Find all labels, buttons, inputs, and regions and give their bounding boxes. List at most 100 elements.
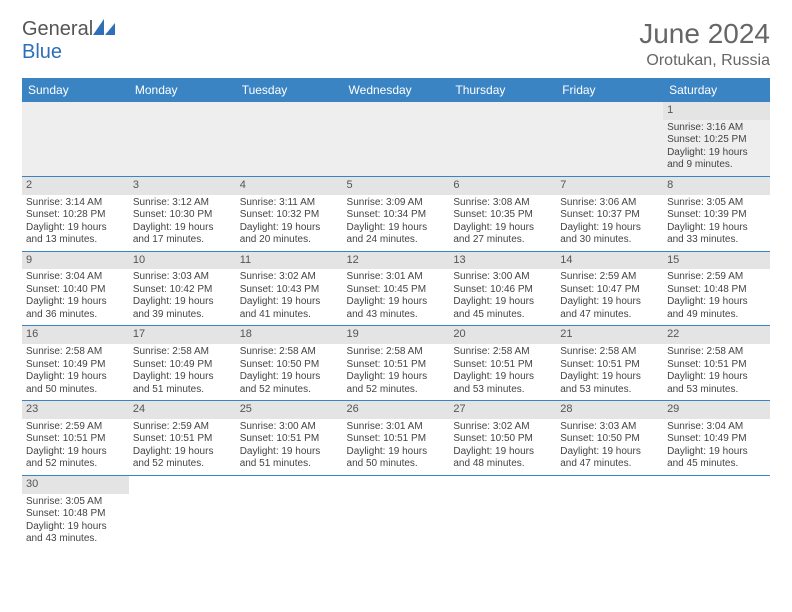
daylight-line: and 47 minutes. [560,309,659,322]
day-header: Saturday [663,78,770,102]
sunrise-line: Sunrise: 2:59 AM [667,271,766,284]
day-header: Sunday [22,78,129,102]
sunset-line: Sunset: 10:25 PM [667,134,766,147]
daylight-line: Daylight: 19 hours [347,222,446,235]
calendar-cell [556,102,663,176]
daylight-line: Daylight: 19 hours [453,296,552,309]
day-number: 15 [663,252,770,270]
daylight-line: Daylight: 19 hours [667,296,766,309]
calendar-week-row: 2Sunrise: 3:14 AMSunset: 10:28 PMDayligh… [22,176,770,251]
title-block: June 2024 Orotukan, Russia [639,18,770,70]
sunrise-line: Sunrise: 3:08 AM [453,197,552,210]
calendar-cell [236,475,343,549]
sunset-line: Sunset: 10:30 PM [133,209,232,222]
daylight-line: and 52 minutes. [347,384,446,397]
daylight-line: and 53 minutes. [453,384,552,397]
sunrise-line: Sunrise: 2:59 AM [560,271,659,284]
sunset-line: Sunset: 10:50 PM [453,433,552,446]
calendar-cell: 3Sunrise: 3:12 AMSunset: 10:30 PMDayligh… [129,176,236,251]
calendar-cell: 12Sunrise: 3:01 AMSunset: 10:45 PMDaylig… [343,251,450,326]
daylight-line: Daylight: 19 hours [26,521,125,534]
calendar-cell: 16Sunrise: 2:58 AMSunset: 10:49 PMDaylig… [22,326,129,401]
calendar-cell: 15Sunrise: 2:59 AMSunset: 10:48 PMDaylig… [663,251,770,326]
calendar-cell [129,102,236,176]
day-number: 16 [22,326,129,344]
day-number: 11 [236,252,343,270]
sunset-line: Sunset: 10:39 PM [667,209,766,222]
sunset-line: Sunset: 10:51 PM [133,433,232,446]
daylight-line: Daylight: 19 hours [26,296,125,309]
page-header: GeneralBlue June 2024 Orotukan, Russia [22,18,770,70]
daylight-line: and 39 minutes. [133,309,232,322]
daylight-line: Daylight: 19 hours [667,147,766,160]
calendar-cell [236,102,343,176]
sunrise-line: Sunrise: 3:04 AM [26,271,125,284]
day-number: 26 [343,401,450,419]
calendar-cell: 4Sunrise: 3:11 AMSunset: 10:32 PMDayligh… [236,176,343,251]
calendar-cell [449,475,556,549]
sunrise-line: Sunrise: 3:01 AM [347,421,446,434]
daylight-line: and 45 minutes. [667,458,766,471]
title-month: June 2024 [639,18,770,50]
day-number: 9 [22,252,129,270]
daylight-line: Daylight: 19 hours [133,371,232,384]
sunrise-line: Sunrise: 3:16 AM [667,122,766,135]
day-header: Tuesday [236,78,343,102]
calendar-cell [663,475,770,549]
calendar-week-row: 1 Sunrise: 3:16 AMSunset: 10:25 PMDayligh… [22,102,770,176]
sunset-line: Sunset: 10:51 PM [240,433,339,446]
daylight-line: Daylight: 19 hours [667,446,766,459]
daylight-line: Daylight: 19 hours [240,371,339,384]
calendar-cell: 25Sunrise: 3:00 AMSunset: 10:51 PMDaylig… [236,401,343,476]
day-number: 1 [663,102,770,120]
daylight-line: Daylight: 19 hours [560,371,659,384]
calendar-cell: 9Sunrise: 3:04 AMSunset: 10:40 PMDayligh… [22,251,129,326]
sunrise-line: Sunrise: 2:58 AM [133,346,232,359]
sunrise-line: Sunrise: 3:01 AM [347,271,446,284]
calendar-week-row: 9Sunrise: 3:04 AMSunset: 10:40 PMDayligh… [22,251,770,326]
day-number: 10 [129,252,236,270]
calendar-cell: 14Sunrise: 2:59 AMSunset: 10:47 PMDaylig… [556,251,663,326]
calendar-cell [449,102,556,176]
sunset-line: Sunset: 10:45 PM [347,284,446,297]
calendar-cell: 22Sunrise: 2:58 AMSunset: 10:51 PMDaylig… [663,326,770,401]
sunrise-line: Sunrise: 2:59 AM [133,421,232,434]
calendar-cell: 5Sunrise: 3:09 AMSunset: 10:34 PMDayligh… [343,176,450,251]
day-number: 3 [129,177,236,195]
sunrise-line: Sunrise: 2:58 AM [26,346,125,359]
daylight-line: and 51 minutes. [133,384,232,397]
calendar-cell: 7Sunrise: 3:06 AMSunset: 10:37 PMDayligh… [556,176,663,251]
sunrise-line: Sunrise: 3:00 AM [453,271,552,284]
calendar-table: Sunday Monday Tuesday Wednesday Thursday… [22,78,770,550]
day-number: 27 [449,401,556,419]
day-number: 20 [449,326,556,344]
daylight-line: and 47 minutes. [560,458,659,471]
daylight-line: and 20 minutes. [240,234,339,247]
calendar-cell: 10Sunrise: 3:03 AMSunset: 10:42 PMDaylig… [129,251,236,326]
day-number: 25 [236,401,343,419]
daylight-line: Daylight: 19 hours [26,222,125,235]
calendar-cell: 11Sunrise: 3:02 AMSunset: 10:43 PMDaylig… [236,251,343,326]
sunset-line: Sunset: 10:28 PM [26,209,125,222]
daylight-line: Daylight: 19 hours [347,371,446,384]
day-number: 17 [129,326,236,344]
sunset-line: Sunset: 10:51 PM [560,359,659,372]
sunset-line: Sunset: 10:48 PM [667,284,766,297]
daylight-line: and 53 minutes. [667,384,766,397]
day-number: 29 [663,401,770,419]
daylight-line: and 52 minutes. [240,384,339,397]
sunset-line: Sunset: 10:48 PM [26,508,125,521]
sunrise-line: Sunrise: 3:14 AM [26,197,125,210]
daylight-line: Daylight: 19 hours [133,296,232,309]
sunset-line: Sunset: 10:50 PM [240,359,339,372]
daylight-line: Daylight: 19 hours [453,222,552,235]
day-number: 4 [236,177,343,195]
logo-sail-icon [93,18,115,41]
sunrise-line: Sunrise: 2:58 AM [453,346,552,359]
daylight-line: and 52 minutes. [133,458,232,471]
calendar-cell [129,475,236,549]
daylight-line: and 30 minutes. [560,234,659,247]
daylight-line: and 24 minutes. [347,234,446,247]
sunrise-line: Sunrise: 3:02 AM [240,271,339,284]
day-number: 7 [556,177,663,195]
